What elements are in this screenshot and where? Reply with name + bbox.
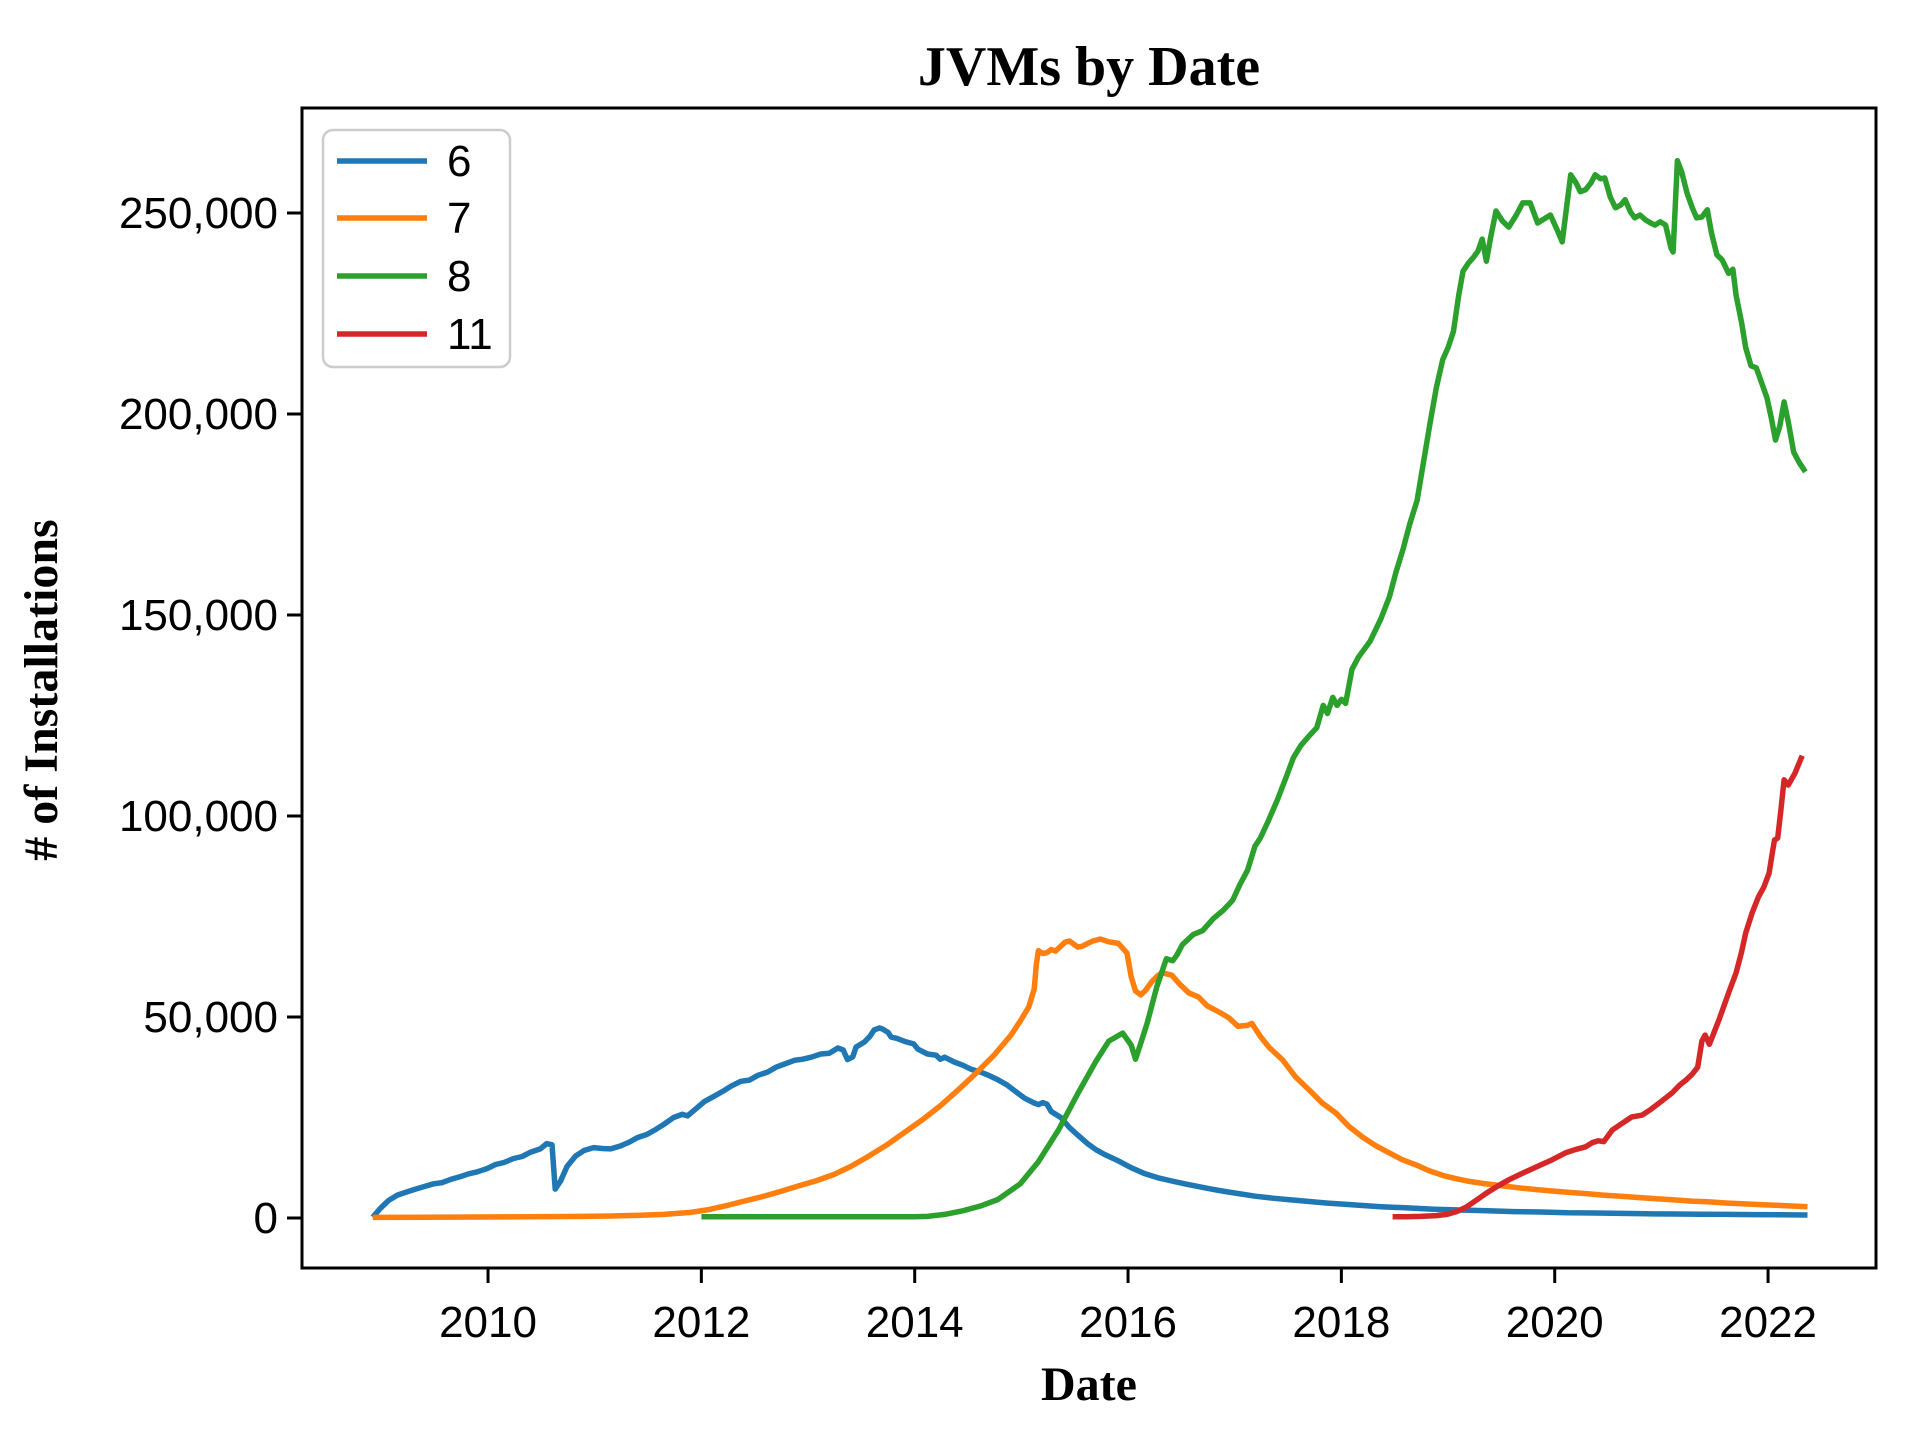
x-tick-label-2020: 2020: [1506, 1298, 1604, 1347]
legend-label-8: 8: [447, 252, 471, 301]
plot-border: [300, 106, 1878, 1270]
y-tick-label-200000: 200,000: [119, 390, 278, 439]
x-tick-label-2012: 2012: [652, 1298, 750, 1347]
legend: 6 7 8 11: [321, 128, 512, 369]
x-tick-label-2010: 2010: [439, 1298, 537, 1347]
legend-label-7: 7: [447, 194, 471, 243]
x-tick-label-2018: 2018: [1292, 1298, 1390, 1347]
x-tick-label-2016: 2016: [1079, 1298, 1177, 1347]
x-axis-label: Date: [1041, 1358, 1137, 1411]
chart-title: JVMs by Date: [918, 36, 1260, 98]
y-tick-label-0: 0: [254, 1194, 278, 1243]
legend-label-11: 11: [447, 310, 493, 359]
y-tick-label-150000: 150,000: [119, 591, 278, 640]
plot-area: 2010 2012 2014 2016 2018 2020 2022 0 50,000 100,0…: [119, 106, 1878, 1347]
series-line-6: [370, 1025, 1808, 1219]
y-axis-label: # of Installations: [15, 519, 68, 860]
legend-box: [321, 128, 512, 369]
y-tick-label-50000: 50,000: [143, 993, 278, 1042]
x-tick-label-2022: 2022: [1719, 1298, 1817, 1347]
y-tick-label-100000: 100,000: [119, 792, 278, 841]
legend-label-6: 6: [447, 137, 471, 186]
x-tick-label-2014: 2014: [866, 1298, 964, 1347]
series-line-7: [372, 936, 1808, 1221]
series-line-11: [1392, 754, 1805, 1220]
series-line-8: [701, 157, 1808, 1220]
y-tick-label-250000: 250,000: [119, 189, 278, 238]
